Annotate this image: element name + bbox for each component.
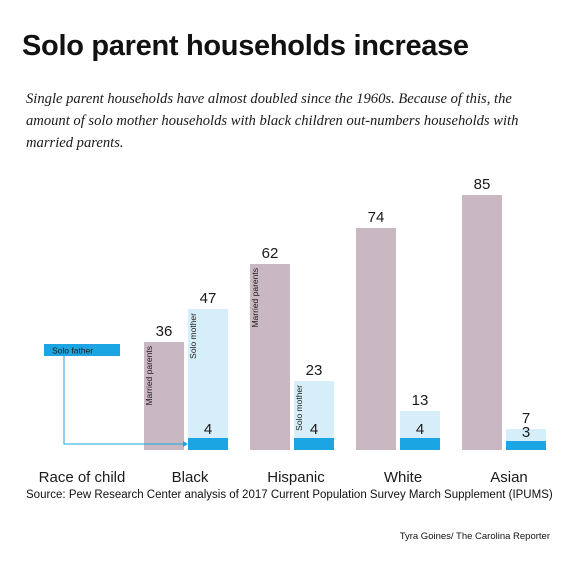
- legend-connector-arrow: [183, 441, 188, 447]
- bar-solo-father-white: [400, 438, 440, 450]
- chart-title: Solo parent households increase: [22, 30, 469, 62]
- value-label-solo-father-asian: 3: [522, 424, 530, 441]
- value-label-solo-mother-black: 47: [200, 290, 217, 307]
- value-label-solo-father-hispanic: 4: [310, 421, 318, 438]
- x-axis-label: Race of child: [39, 469, 126, 486]
- bar-married-parents-asian: [462, 195, 502, 450]
- value-label-solo-mother-asian: 7: [522, 410, 530, 427]
- legend-solo-father-swatch: [44, 344, 120, 356]
- value-label-solo-father-black: 4: [204, 421, 212, 438]
- inbar-label-solo-mother-black: Solo mother: [188, 313, 198, 359]
- category-label-black: Black: [172, 469, 209, 486]
- legend-connector-line: [63, 356, 184, 445]
- bar-solo-mother-black: [188, 309, 228, 450]
- source-note: Source: Pew Research Center analysis of …: [26, 489, 553, 501]
- bar-solo-father-asian: [506, 441, 546, 450]
- value-label-solo-mother-white: 13: [412, 392, 429, 409]
- category-label-asian: Asian: [490, 469, 528, 486]
- value-label-married-white: 74: [368, 209, 385, 226]
- bar-married-parents-black: [144, 342, 184, 450]
- bar-solo-father-black: [188, 438, 228, 450]
- inbar-label-married-parents-black: Married parents: [144, 346, 154, 406]
- photo-credit: Tyra Goines/ The Carolina Reporter: [399, 531, 550, 542]
- value-label-married-asian: 85: [474, 176, 491, 193]
- value-label-solo-mother-hispanic: 23: [306, 362, 323, 379]
- bar-solo-father-hispanic: [294, 438, 334, 450]
- inbar-label-solo-mother-hispanic: Solo mother: [294, 385, 304, 431]
- value-label-married-black: 36: [156, 323, 173, 340]
- legend-solo-father-label: Solo father: [52, 346, 93, 356]
- value-label-solo-father-white: 4: [416, 421, 424, 438]
- category-label-hispanic: Hispanic: [267, 469, 325, 486]
- bar-married-parents-hispanic: [250, 264, 290, 450]
- value-label-married-hispanic: 62: [262, 245, 279, 262]
- chart-subtitle: Single parent households have almost dou…: [26, 91, 519, 151]
- inbar-label-married-parents-hispanic: Married parents: [250, 268, 260, 328]
- category-label-white: White: [384, 469, 422, 486]
- bar-married-parents-white: [356, 228, 396, 450]
